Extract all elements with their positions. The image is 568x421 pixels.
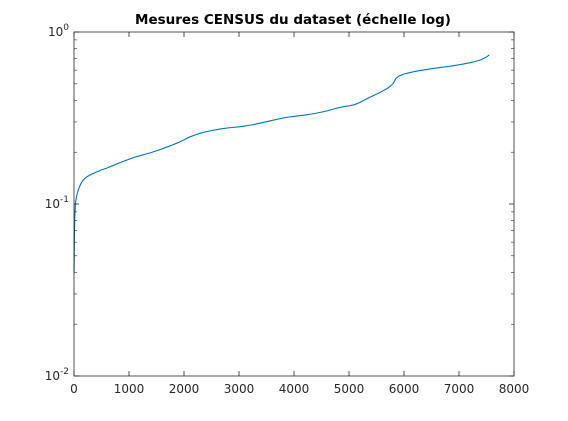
series-layer [73,54,490,273]
x-tick-label: 1000 [114,382,145,396]
x-tick-label: 2000 [169,382,200,396]
x-tick-label: 7000 [444,382,475,396]
x-tick-label: 3000 [224,382,255,396]
y-tick-label: 100 [48,23,69,39]
chart-title: Mesures CENSUS du dataset (échelle log) [135,12,451,28]
series-line-0 [73,54,490,273]
axes-layer: 0 1000 2000 3000 4000 5000 6000 7000 8000 10-2 10-… [45,23,530,396]
x-tick-label: 5000 [334,382,365,396]
y-tick-label: 10-2 [45,367,69,383]
x-tick-label: 0 [70,382,78,396]
x-tick-label: 6000 [389,382,420,396]
plot-area [74,32,514,376]
x-tick-label: 4000 [279,382,310,396]
x-tick-label: 8000 [499,382,530,396]
y-tick-label: 10-1 [45,195,69,211]
